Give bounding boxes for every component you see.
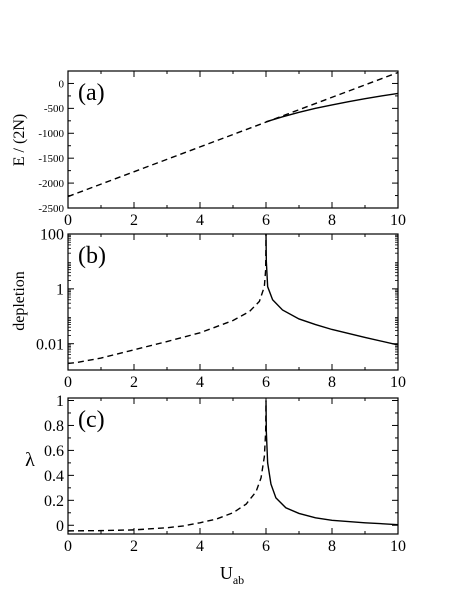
x-tick-label: 6 [262,212,270,229]
y-tick-label: 0.2 [44,493,64,510]
y-axis-title: depletion [11,271,28,331]
x-tick-label: 4 [196,374,204,391]
y-tick-label: -500 [44,103,65,115]
plot-frame [67,233,399,371]
x-tick-label: 6 [262,374,270,391]
y-axis-title: E / (2N) [11,114,28,166]
panel-b: 0 2 4 6 8 10 0.01 1 100 (b) depletion [11,227,406,391]
x-tick-label: 8 [328,538,336,555]
x-tick-label: 4 [196,212,204,229]
x-axis-title-sub: ab [233,573,244,587]
panel-label: (b) [78,243,106,269]
y-tick-label: 0.8 [44,418,64,435]
y-tick-label: 0.4 [44,468,64,485]
y-tick-label: 0.6 [44,443,64,460]
x-tick-label: 2 [130,374,138,391]
x-tick-label: 6 [262,538,270,555]
x-tick-label: 2 [130,538,138,555]
x-tick-label: 0 [64,212,72,229]
panel-c: 0 2 4 6 8 10 0 0.2 0.4 0.6 0.8 1 (c) λ [25,393,406,555]
y-tick-label: 0.01 [36,336,64,353]
y-tick-label: 1 [56,393,64,410]
series-line-dashed [68,234,267,365]
panel-a: 0 2 4 6 8 10 -2500 -2000 -1500 -1000 -500 0 (a) E / (… [11,70,406,229]
series-line-dashed [68,71,398,198]
y-tick-label: 100 [40,227,64,244]
panel-label: (c) [78,407,105,433]
series-line-solid [265,400,398,526]
x-tick-label: 0 [64,374,72,391]
series-line-solid [265,92,398,123]
plot-frame [67,397,399,535]
plot-frame [67,70,399,209]
y-tick-label: 0 [59,78,65,90]
series-line-solid [265,234,398,346]
x-axis-title-main: U [220,563,233,583]
x-tick-label: 2 [130,212,138,229]
y-axis-title: λ [25,449,35,471]
x-tick-label: 10 [390,212,406,229]
x-tick-label: 10 [390,538,406,555]
x-tick-label: 0 [64,538,72,555]
x-tick-label: 8 [328,374,336,391]
y-tick-label: -2000 [38,178,64,190]
x-tick-label: 8 [328,212,336,229]
y-tick-label: -1000 [38,128,64,140]
y-tick-label: 1 [56,281,64,298]
x-axis-title: Uab [220,563,244,587]
y-tick-label: 0 [56,518,64,535]
panel-label: (a) [78,80,105,106]
x-tick-label: 4 [196,538,204,555]
y-tick-label: -2500 [38,203,64,215]
x-tick-label: 10 [390,374,406,391]
y-tick-label: -1500 [38,153,64,165]
series-line-dashed [68,400,267,532]
